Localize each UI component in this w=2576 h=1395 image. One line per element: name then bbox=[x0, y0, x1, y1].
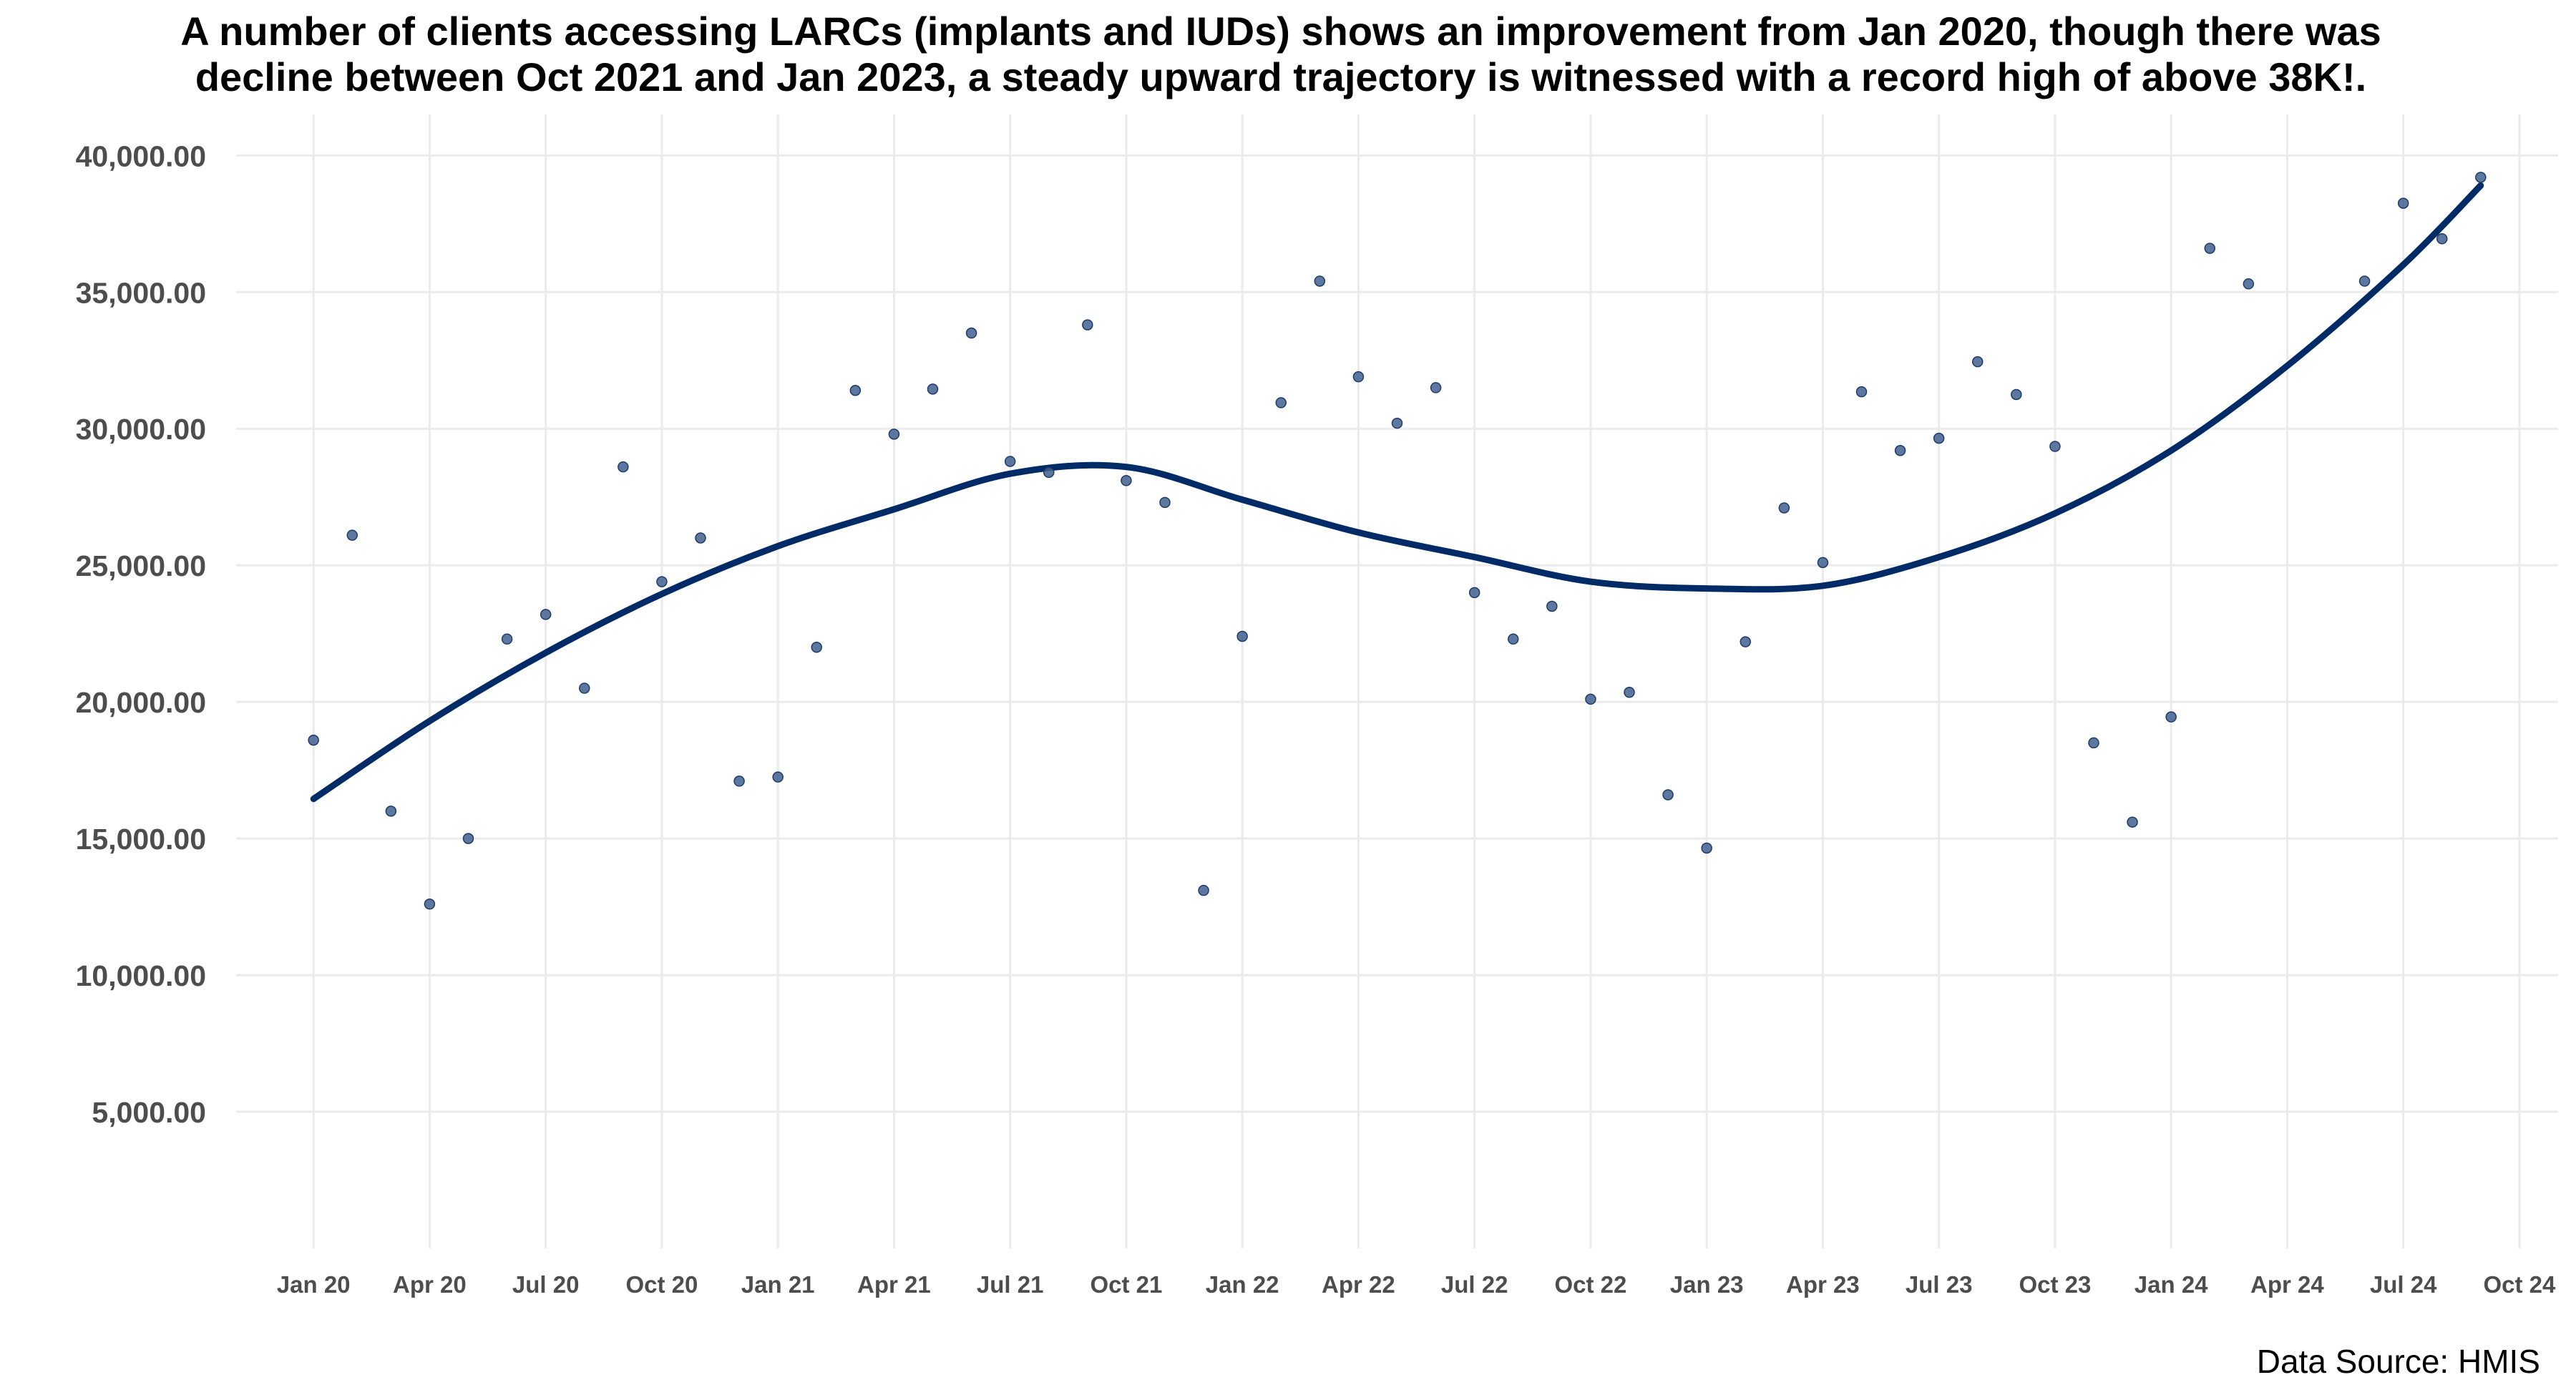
y-tick-label: 30,000.00 bbox=[76, 413, 206, 446]
y-tick-label: 15,000.00 bbox=[76, 823, 206, 856]
data-point bbox=[1817, 557, 1829, 569]
data-point bbox=[2204, 243, 2215, 254]
data-point bbox=[2475, 172, 2487, 183]
chart-title-line-1: A number of clients accessing LARCs (imp… bbox=[180, 9, 2381, 54]
data-source-caption: Data Source: HMIS bbox=[2256, 1343, 2540, 1380]
data-point bbox=[811, 642, 822, 653]
data-point bbox=[579, 682, 590, 694]
x-tick-label: Jul 20 bbox=[512, 1271, 580, 1298]
x-tick-label: Oct 23 bbox=[2019, 1271, 2091, 1298]
data-point bbox=[1624, 687, 1635, 698]
data-point bbox=[2088, 737, 2099, 749]
data-points bbox=[308, 172, 2487, 910]
x-tick-label: Oct 24 bbox=[2483, 1271, 2556, 1298]
data-point bbox=[1043, 466, 1055, 479]
y-tick-label: 20,000.00 bbox=[76, 686, 206, 719]
x-tick-label: Jan 20 bbox=[277, 1271, 351, 1298]
data-point bbox=[2049, 441, 2061, 452]
data-point bbox=[2397, 197, 2409, 209]
data-point bbox=[2243, 278, 2255, 290]
data-point bbox=[1352, 371, 1365, 383]
data-point bbox=[2127, 816, 2138, 828]
x-tick-label: Oct 22 bbox=[1554, 1271, 1626, 1298]
data-point bbox=[2165, 711, 2177, 723]
y-tick-label: 35,000.00 bbox=[76, 276, 206, 309]
x-tick-label: Jul 22 bbox=[1441, 1271, 1508, 1298]
data-point bbox=[1430, 382, 1442, 393]
y-tick-label: 25,000.00 bbox=[76, 549, 206, 582]
data-point bbox=[1933, 432, 1945, 444]
x-tick-label: Oct 21 bbox=[1090, 1271, 1162, 1298]
axis-labels: Jan 20 Apr 20 Jul 20 Oct 20 Jan 21 Apr 21 Jul … bbox=[76, 140, 2556, 1298]
y-tick-label: 40,000.00 bbox=[76, 140, 206, 172]
data-point bbox=[1159, 496, 1171, 509]
data-point bbox=[618, 461, 629, 473]
x-tick-label: Jan 22 bbox=[1206, 1271, 1279, 1298]
data-point bbox=[656, 576, 668, 587]
data-point bbox=[1468, 587, 1480, 599]
data-point bbox=[424, 899, 436, 910]
data-point bbox=[462, 833, 474, 844]
chart-title: A number of clients accessing LARCs (imp… bbox=[0, 9, 2562, 100]
x-tick-label: Apr 24 bbox=[2250, 1271, 2324, 1298]
data-point bbox=[1740, 636, 1751, 647]
data-point bbox=[1198, 884, 1209, 896]
data-point bbox=[540, 609, 552, 620]
data-point bbox=[849, 384, 862, 396]
data-point bbox=[501, 633, 513, 645]
x-tick-label: Apr 22 bbox=[1322, 1271, 1395, 1298]
data-point bbox=[772, 771, 784, 783]
data-point bbox=[1082, 319, 1093, 331]
data-point bbox=[733, 775, 745, 787]
trend-line-group bbox=[310, 182, 2484, 803]
data-point bbox=[1236, 630, 1248, 642]
data-point bbox=[1275, 397, 1287, 408]
x-tick-label: Apr 20 bbox=[393, 1271, 467, 1298]
data-point bbox=[695, 532, 706, 544]
data-point bbox=[1391, 417, 1403, 429]
trend-line bbox=[310, 182, 2484, 803]
x-tick-label: Jul 24 bbox=[2370, 1271, 2437, 1298]
x-tick-label: Jul 21 bbox=[977, 1271, 1044, 1298]
gridlines bbox=[236, 114, 2558, 1248]
y-tick-label: 5,000.00 bbox=[92, 1096, 206, 1129]
data-point bbox=[1585, 693, 1596, 705]
data-point bbox=[1314, 275, 1326, 287]
data-point bbox=[1121, 475, 1132, 486]
data-point bbox=[1662, 789, 1674, 801]
data-point bbox=[965, 327, 977, 339]
chart-title-line-2: decline between Oct 2021 and Jan 2023, a… bbox=[195, 54, 2367, 99]
x-tick-label: Apr 21 bbox=[857, 1271, 931, 1298]
data-point bbox=[385, 806, 397, 817]
data-point bbox=[1701, 842, 1712, 854]
data-point bbox=[888, 429, 900, 440]
x-tick-label: Apr 23 bbox=[1786, 1271, 1860, 1298]
data-point bbox=[346, 529, 358, 541]
data-point bbox=[2436, 233, 2448, 245]
data-point bbox=[308, 734, 319, 746]
data-point bbox=[1894, 445, 1906, 456]
data-point bbox=[1004, 456, 1016, 467]
x-tick-label: Jan 21 bbox=[741, 1271, 815, 1298]
data-point bbox=[1972, 356, 1984, 368]
x-tick-label: Jan 24 bbox=[2135, 1271, 2208, 1298]
x-tick-label: Jul 23 bbox=[1906, 1271, 1973, 1298]
x-tick-label: Oct 20 bbox=[625, 1271, 698, 1298]
data-point bbox=[2011, 388, 2022, 401]
data-point bbox=[1546, 600, 1558, 612]
data-point bbox=[927, 383, 939, 395]
y-tick-label: 10,000.00 bbox=[76, 959, 206, 992]
x-tick-label: Jan 23 bbox=[1670, 1271, 1744, 1298]
data-point bbox=[1778, 502, 1790, 514]
data-point bbox=[1508, 633, 1519, 645]
data-point bbox=[2358, 275, 2371, 287]
data-point bbox=[1855, 386, 1868, 398]
